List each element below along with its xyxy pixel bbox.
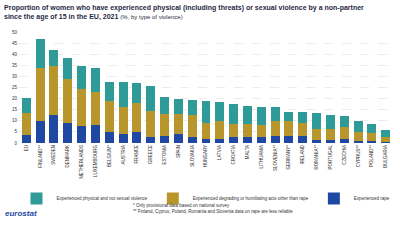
- svg-text:NETHERLANDS: NETHERLANDS: [79, 145, 84, 179]
- svg-text:ESTONIA: ESTONIA: [162, 145, 167, 165]
- svg-text:BULGARIA: BULGARIA: [383, 145, 388, 168]
- svg-text:15: 15: [12, 107, 18, 112]
- svg-text:SWEDEN: SWEDEN: [51, 145, 56, 165]
- svg-text:GREECE: GREECE: [148, 145, 153, 164]
- svg-text:FINLAND**: FINLAND**: [38, 145, 43, 168]
- svg-text:FRANCE: FRANCE: [134, 145, 139, 164]
- svg-text:PORTUGAL: PORTUGAL: [328, 144, 333, 169]
- svg-text:45: 45: [12, 41, 18, 46]
- svg-text:30: 30: [12, 74, 18, 79]
- svg-text:SLOVENIA**: SLOVENIA**: [273, 145, 278, 171]
- svg-text:POLAND**: POLAND**: [369, 145, 374, 167]
- svg-text:LATVIA: LATVIA: [217, 145, 222, 160]
- svg-text:HUNGARY: HUNGARY: [203, 145, 208, 167]
- svg-text:* Only provisional data based: * Only provisional data based on nationa…: [133, 203, 230, 208]
- svg-text:35: 35: [12, 63, 18, 68]
- svg-text:SPAIN: SPAIN: [176, 145, 181, 158]
- svg-text:CZECHIA: CZECHIA: [342, 145, 347, 165]
- svg-text:CROATIA: CROATIA: [231, 145, 236, 165]
- svg-text:SLOVAKIA: SLOVAKIA: [190, 145, 195, 167]
- svg-text:Experienced rape: Experienced rape: [354, 196, 390, 201]
- svg-text:Proportion of women who have e: Proportion of women who have experienced…: [4, 4, 364, 21]
- svg-text:0: 0: [14, 141, 17, 146]
- svg-text:BELGIUM*: BELGIUM*: [107, 145, 112, 167]
- svg-text:Experienced physical and not s: Experienced physical and not sexual viol…: [57, 196, 148, 201]
- svg-text:CYPRUS**: CYPRUS**: [356, 145, 361, 168]
- svg-text:DENMARK: DENMARK: [65, 145, 70, 168]
- svg-text:EU: EU: [24, 145, 29, 151]
- svg-text:** Finland, Cyprus, Poland, Ro: ** Finland, Cyprus, Poland, Romania and …: [133, 209, 293, 214]
- svg-text:10: 10: [12, 118, 18, 123]
- svg-text:ROMANIA**: ROMANIA**: [314, 145, 319, 170]
- svg-text:5: 5: [14, 129, 17, 134]
- svg-text:AUSTRIA: AUSTRIA: [121, 145, 126, 165]
- svg-text:IRELAND: IRELAND: [300, 144, 305, 164]
- svg-text:LITHUANIA: LITHUANIA: [259, 145, 264, 169]
- svg-text:Experienced degrading or humil: Experienced degrading or humiliating act…: [193, 196, 309, 201]
- svg-text:50: 50: [12, 30, 18, 35]
- svg-text:20: 20: [12, 96, 18, 101]
- svg-text:LUXEMBOURG: LUXEMBOURG: [93, 144, 98, 177]
- svg-text:25: 25: [12, 85, 18, 90]
- svg-text:eurostat: eurostat: [5, 209, 37, 218]
- svg-text:40: 40: [12, 52, 18, 57]
- svg-text:GERMANY*: GERMANY*: [286, 145, 291, 170]
- svg-text:MALTA: MALTA: [245, 145, 250, 159]
